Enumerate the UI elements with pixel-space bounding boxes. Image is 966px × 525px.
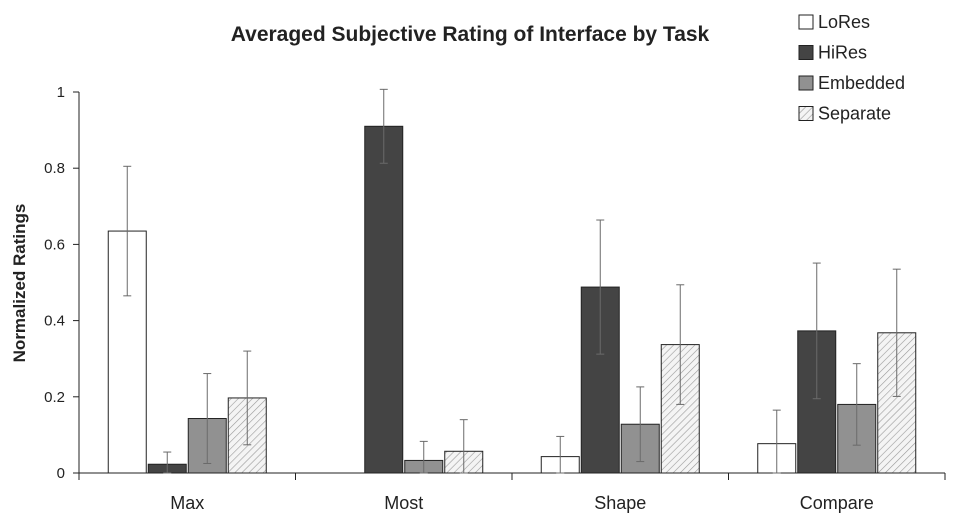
legend-swatch (798, 75, 814, 91)
legend-label: LoRes (818, 12, 870, 32)
x-tick-label: Max (170, 493, 204, 513)
x-tick-label: Most (384, 493, 423, 513)
x-tick-label: Shape (594, 493, 646, 513)
axes: 0 0.2 0.4 0.6 0.8 1 Max Most Shape Compare (44, 84, 946, 513)
bar (364, 125, 404, 474)
y-tick-label: 1 (57, 84, 65, 101)
legend: LoRes HiRes Embedded Separate (798, 12, 905, 124)
legend-label: Separate (818, 104, 891, 124)
y-tick-label: 0.4 (44, 313, 65, 330)
legend-swatch (798, 14, 814, 30)
y-tick-label: 0.6 (44, 236, 65, 253)
y-tick-label: 0.8 (44, 160, 65, 177)
error-bars (123, 88, 901, 474)
legend-label: HiRes (818, 43, 867, 63)
chart-title: Averaged Subjective Rating of Interface … (231, 23, 710, 46)
legend-swatch (798, 106, 814, 121)
legend-swatch (798, 45, 814, 60)
legend-label: Embedded (818, 73, 905, 93)
y-axis-label: Normalized Ratings (10, 204, 29, 363)
x-tick-label: Compare (800, 493, 874, 513)
y-tick-label: 0 (57, 465, 65, 482)
bars (107, 125, 917, 474)
y-tick-label: 0.2 (44, 389, 65, 406)
